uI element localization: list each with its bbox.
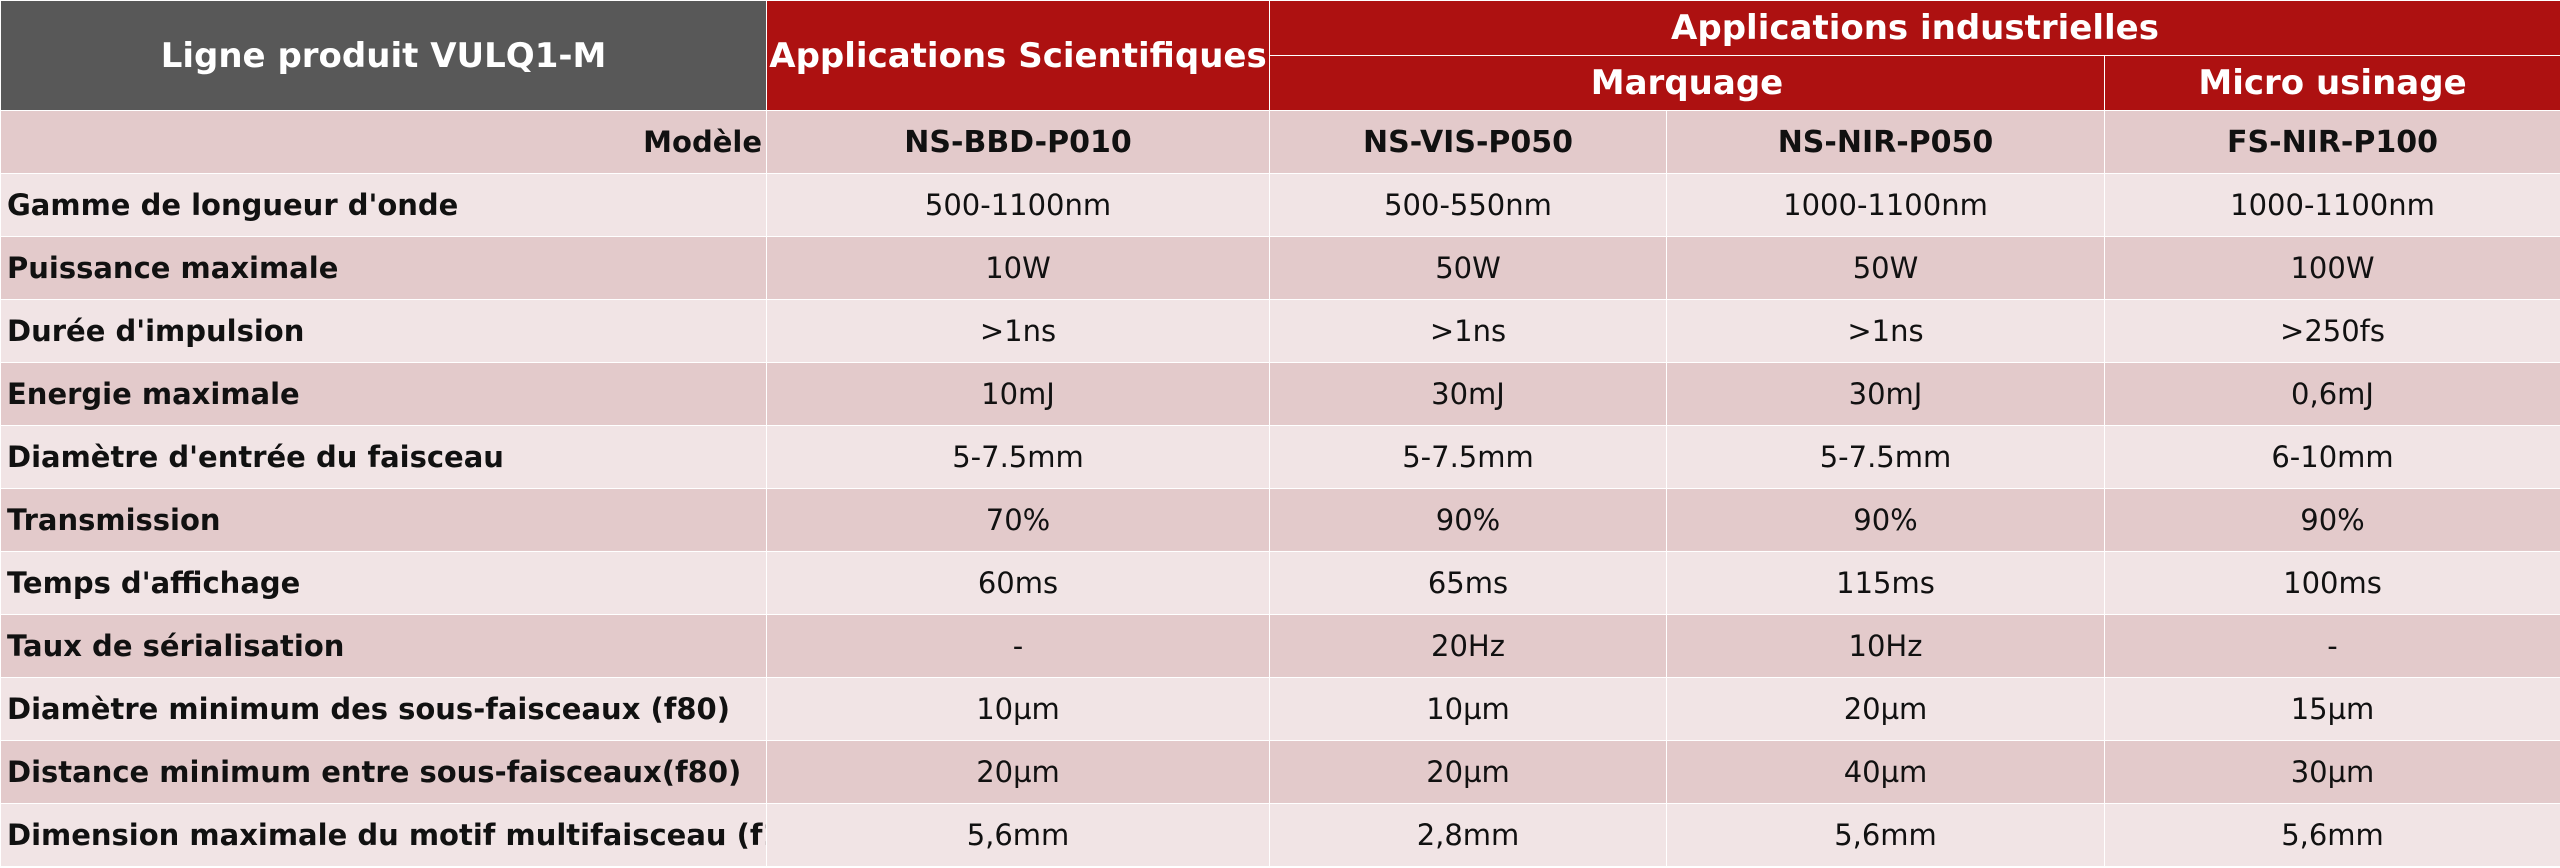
value-cell: 30mJ (1666, 362, 2105, 426)
row-label: Energie maximale (0, 362, 767, 426)
row-label: Transmission (0, 488, 767, 552)
value-cell: 10W (766, 236, 1270, 300)
row-label: Dimension maximale du motif multifaiscea… (0, 803, 767, 867)
value-cell: >1ns (1666, 299, 2105, 363)
value-cell: 10µm (1269, 677, 1667, 741)
value-cell: 6-10mm (2103, 425, 2560, 489)
row-label: Gamme de longueur d'onde (0, 173, 767, 237)
row-label: Diamètre d'entrée du faisceau (0, 425, 767, 489)
value-cell: 20µm (1666, 677, 2105, 741)
model-label: Modèle (0, 110, 767, 174)
value-cell: >1ns (766, 299, 1270, 363)
value-cell: 65ms (1269, 551, 1667, 615)
value-cell: 50W (1269, 236, 1667, 300)
table-row: Taux de sérialisation - 20Hz 10Hz - (0, 614, 2560, 678)
marking-header: Marquage (1269, 55, 2105, 111)
product-line-header: Ligne produit VULQ1-M (0, 0, 767, 111)
micro-machining-header: Micro usinage (2103, 55, 2560, 111)
value-cell: 20µm (766, 740, 1270, 804)
value-cell: 20Hz (1269, 614, 1667, 678)
table-row: Durée d'impulsion >1ns >1ns >1ns >250fs (0, 299, 2560, 363)
value-cell: 70% (766, 488, 1270, 552)
value-cell: 30µm (2103, 740, 2560, 804)
value-cell: 60ms (766, 551, 1270, 615)
table-row: Diamètre minimum des sous-faisceaux (f80… (0, 677, 2560, 741)
value-cell: >250fs (2103, 299, 2560, 363)
model-cell: NS-VIS-P050 (1269, 110, 1667, 174)
model-row: Modèle NS-BBD-P010 NS-VIS-P050 NS-NIR-P0… (0, 110, 2560, 174)
value-cell: 10mJ (766, 362, 1270, 426)
value-cell: 500-1100nm (766, 173, 1270, 237)
value-cell: 30mJ (1269, 362, 1667, 426)
value-cell: 50W (1666, 236, 2105, 300)
row-label: Taux de sérialisation (0, 614, 767, 678)
row-label: Puissance maximale (0, 236, 767, 300)
value-cell: 10µm (766, 677, 1270, 741)
value-cell: 1000-1100nm (1666, 173, 2105, 237)
header-row-1: Ligne produit VULQ1-M Applications Scien… (0, 0, 2560, 111)
model-cell: NS-BBD-P010 (766, 110, 1270, 174)
value-cell: 5-7.5mm (766, 425, 1270, 489)
row-label: Diamètre minimum des sous-faisceaux (f80… (0, 677, 767, 741)
value-cell: 100W (2103, 236, 2560, 300)
model-cell: NS-NIR-P050 (1666, 110, 2105, 174)
row-label: Distance minimum entre sous-faisceaux(f8… (0, 740, 767, 804)
value-cell: 5,6mm (2103, 803, 2560, 867)
row-label: Durée d'impulsion (0, 299, 767, 363)
table-row: Diamètre d'entrée du faisceau 5-7.5mm 5-… (0, 425, 2560, 489)
value-cell: 500-550nm (1269, 173, 1667, 237)
value-cell: 40µm (1666, 740, 2105, 804)
value-cell: 90% (2103, 488, 2560, 552)
value-cell: 15µm (2103, 677, 2560, 741)
value-cell: 5,6mm (766, 803, 1270, 867)
table-row: Energie maximale 10mJ 30mJ 30mJ 0,6mJ (0, 362, 2560, 426)
header-row-2: Marquage Micro usinage (1, 55, 2560, 111)
row-label: Temps d'affichage (0, 551, 767, 615)
value-cell: 2,8mm (1269, 803, 1667, 867)
value-cell: 20µm (1269, 740, 1667, 804)
value-cell: 10Hz (1666, 614, 2105, 678)
value-cell: 1000-1100nm (2103, 173, 2560, 237)
value-cell: - (766, 614, 1270, 678)
value-cell: 115ms (1666, 551, 2105, 615)
table-row: Transmission 70% 90% 90% 90% (0, 488, 2560, 552)
value-cell: >1ns (1269, 299, 1667, 363)
value-cell: - (2103, 614, 2560, 678)
industrial-applications-header: Applications industrielles (1268, 0, 2560, 56)
value-cell: 5-7.5mm (1269, 425, 1667, 489)
value-cell: 90% (1666, 488, 2105, 552)
value-cell: 5-7.5mm (1666, 425, 2105, 489)
table-row: Temps d'affichage 60ms 65ms 115ms 100ms (0, 551, 2560, 615)
table-row: Distance minimum entre sous-faisceaux(f8… (0, 740, 2560, 804)
table-row: Puissance maximale 10W 50W 50W 100W (0, 236, 2560, 300)
value-cell: 90% (1269, 488, 1667, 552)
model-cell: FS-NIR-P100 (2103, 110, 2560, 174)
scientific-applications-header: Applications Scientifiques (766, 0, 1270, 111)
table-row: Dimension maximale du motif multifaiscea… (0, 803, 2560, 867)
value-cell: 100ms (2103, 551, 2560, 615)
value-cell: 0,6mJ (2103, 362, 2560, 426)
table-row: Gamme de longueur d'onde 500-1100nm 500-… (0, 173, 2560, 237)
value-cell: 5,6mm (1666, 803, 2105, 867)
